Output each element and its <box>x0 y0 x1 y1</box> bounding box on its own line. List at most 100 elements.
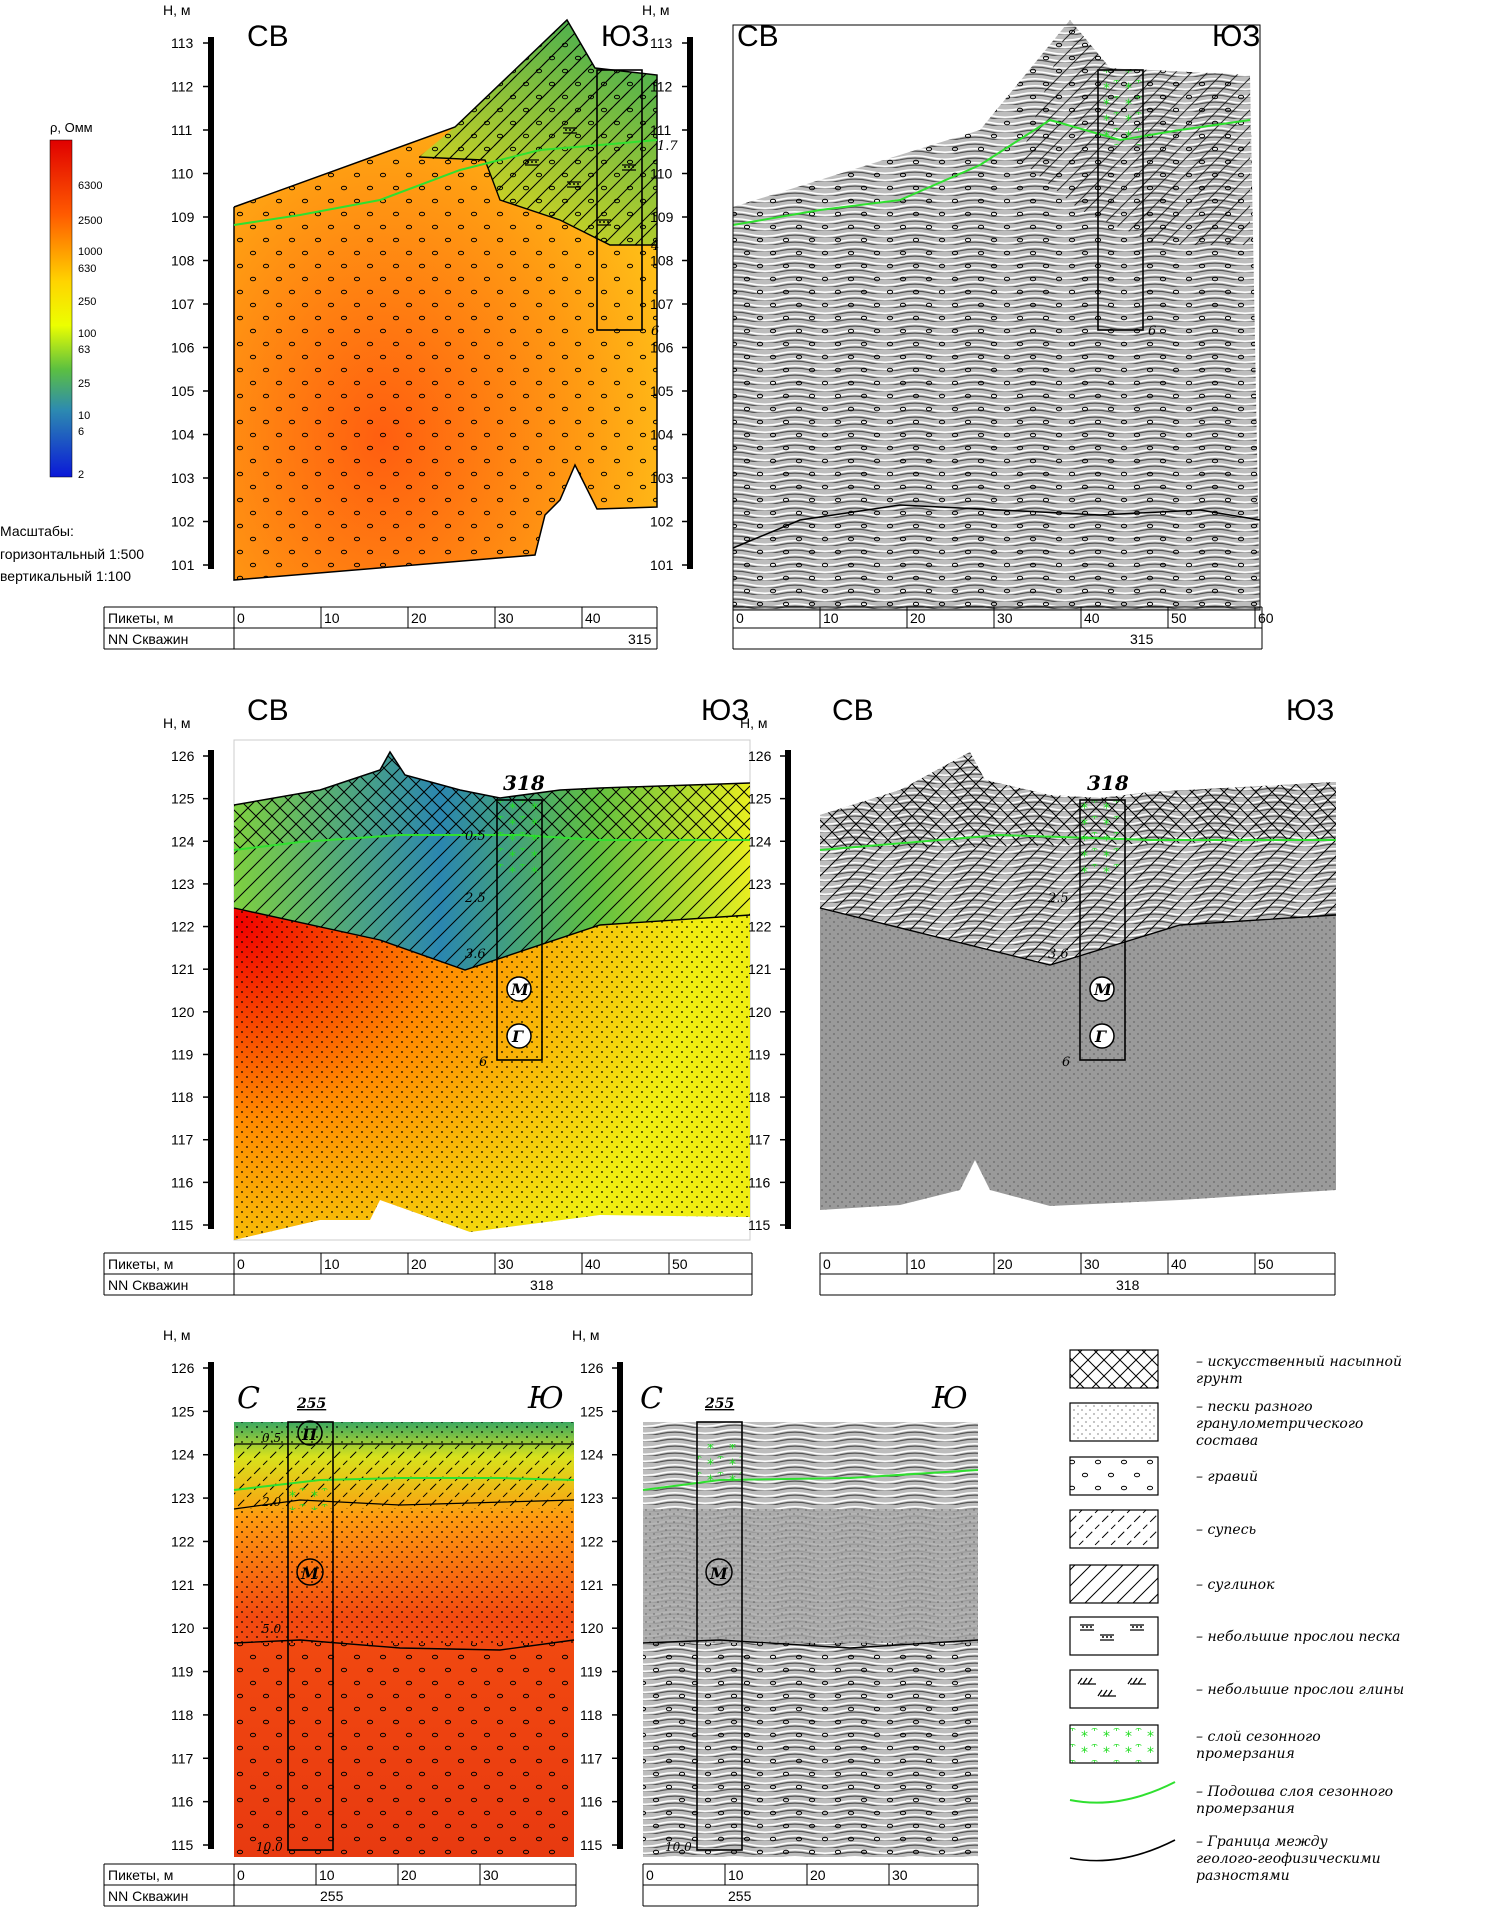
legend-text: – небольшие прослои песка <box>1196 1629 1400 1645</box>
section318-left-picket: 0 <box>237 1256 245 1272</box>
section315-depth-mark: 4 <box>650 239 659 254</box>
section315-left-well-number: 315 <box>628 631 652 647</box>
section318-right-picket: 30 <box>1084 1256 1100 1272</box>
sand-lens-symbol <box>1100 1634 1114 1641</box>
height-tick-label: 112 <box>171 79 194 95</box>
section255-right-picket: 20 <box>810 1867 826 1883</box>
wells-label: NN Скважин <box>108 631 188 647</box>
height-tick-label: 116 <box>580 1794 603 1810</box>
well-symbol-circle <box>506 1023 532 1049</box>
height-tick-label: 109 <box>171 209 195 225</box>
height-tick-label: 119 <box>748 1046 771 1062</box>
section318-well-column <box>496 799 543 1061</box>
height-tick-label: 106 <box>650 340 674 356</box>
height-tick-label: 110 <box>650 166 673 182</box>
section255-boundary <box>233 1499 575 1510</box>
section315-depth-mark: 6 <box>651 324 659 339</box>
section318-right-picket: 20 <box>997 1256 1013 1272</box>
section318-left-picket: 40 <box>585 1256 601 1272</box>
section255-depth-mark: 10.0 <box>256 1840 283 1854</box>
height-tick-label: 119 <box>171 1664 194 1680</box>
section318-radargram-depth-mark: 2.5 <box>1047 891 1069 906</box>
legend-crosshatch-icon <box>1069 1349 1159 1389</box>
section255-left-picket: 0 <box>237 1867 245 1883</box>
sand-lens-symbol <box>1130 1624 1144 1631</box>
section255-well-column <box>287 1421 334 1851</box>
height-tick-label: 125 <box>580 1403 604 1419</box>
colorbar-label: 2 <box>78 469 84 481</box>
height-tick-label: 112 <box>650 79 673 95</box>
section255-radargram-well-label: 255 <box>704 1396 734 1412</box>
section255-well-symbol: М <box>300 1564 320 1583</box>
well-symbol-circle <box>506 976 532 1002</box>
section315-left-dir-left: СВ <box>247 20 289 53</box>
section318-radargram-depth-mark: 3.6 <box>1048 947 1069 962</box>
height-tick-label: 105 <box>171 383 195 399</box>
section315-radargram-well-column <box>1097 69 1144 331</box>
section318-right-axis-label: H, м <box>740 715 768 731</box>
height-tick-label: 124 <box>171 1447 195 1463</box>
height-tick-label: 109 <box>650 209 674 225</box>
scale-horizontal: горизонтальный 1:500 <box>0 546 144 562</box>
section318-well-symbol: Г <box>511 1027 524 1046</box>
height-tick-label: 120 <box>171 1004 195 1020</box>
scale-vertical: вертикальный 1:100 <box>0 568 131 584</box>
height-tick-label: 118 <box>171 1089 194 1105</box>
height-tick-label: 123 <box>580 1490 604 1506</box>
height-tick-label: 117 <box>171 1750 194 1766</box>
section315-right-axis-label: H, м <box>642 2 670 18</box>
height-tick-label: 119 <box>580 1664 603 1680</box>
height-tick-label: 125 <box>171 791 195 807</box>
section255-left-well-number: 255 <box>320 1888 344 1904</box>
height-tick-label: 126 <box>171 1360 195 1376</box>
height-tick-label: 120 <box>580 1620 604 1636</box>
section255-radargram-well-column <box>696 1421 743 1851</box>
height-tick-label: 117 <box>171 1132 194 1148</box>
legend-gravel-icon <box>1069 1456 1159 1496</box>
height-tick-label: 103 <box>171 470 195 486</box>
colorbar <box>49 139 73 478</box>
legend-text: разностями <box>1196 1868 1290 1884</box>
height-tick-label: 126 <box>171 748 195 764</box>
height-tick-label: 120 <box>748 1004 772 1020</box>
sand-lens-symbol <box>567 181 581 188</box>
height-tick-label: 107 <box>650 296 674 312</box>
section255-right-axis-label: H, м <box>572 1327 600 1343</box>
section255-left-axis-label: H, м <box>163 1327 191 1343</box>
height-tick-label: 117 <box>580 1750 603 1766</box>
section255-well-symbol: П <box>301 1425 318 1444</box>
section318-left-axis <box>208 750 214 1229</box>
section318-depth-mark: 3.6 <box>465 947 486 962</box>
height-tick-label: 120 <box>171 1620 195 1636</box>
section318-radargram-well-symbol: Г <box>1094 1027 1107 1046</box>
sand-lens-symbol <box>1080 1624 1094 1631</box>
legend-text: – Подошва слоя сезонного <box>1196 1784 1393 1800</box>
height-tick-label: 124 <box>748 833 772 849</box>
section255-left-picket: 10 <box>319 1867 335 1883</box>
height-tick-label: 116 <box>171 1794 194 1810</box>
section318-right-picket: 50 <box>1258 1256 1274 1272</box>
height-tick-label: 102 <box>650 514 674 530</box>
legend-frozen-icon <box>1069 1724 1159 1764</box>
section315-left-picket: 30 <box>498 610 514 626</box>
legend-text: – супесь <box>1196 1522 1256 1538</box>
pickets-label: Пикеты, м <box>108 610 173 626</box>
height-tick-label: 117 <box>748 1132 771 1148</box>
section255-right-dir-right: Ю <box>931 1381 968 1416</box>
section318-depth-mark: 6 <box>479 1055 487 1070</box>
section315-right-picket: 60 <box>1258 610 1274 626</box>
section255-radargram-depth-mark: 10.0 <box>665 1840 692 1854</box>
height-tick-label: 116 <box>748 1174 771 1190</box>
colorbar-label: 6300 <box>78 180 102 192</box>
legend-sand-dots-icon <box>1069 1402 1159 1442</box>
legend-text: – небольшие прослои глины <box>1196 1682 1404 1698</box>
section318-radargram-well-column <box>1079 799 1126 1061</box>
sand-lens-symbol <box>622 164 636 171</box>
sand-lens-symbol <box>525 159 539 166</box>
height-tick-label: 124 <box>171 833 195 849</box>
section255-radargram-well-symbol: М <box>709 1564 729 1583</box>
section315-left-picket: 10 <box>324 610 340 626</box>
height-tick-label: 113 <box>650 35 673 51</box>
section318-right-dir-left: СВ <box>832 694 874 727</box>
height-tick-label: 102 <box>171 514 195 530</box>
